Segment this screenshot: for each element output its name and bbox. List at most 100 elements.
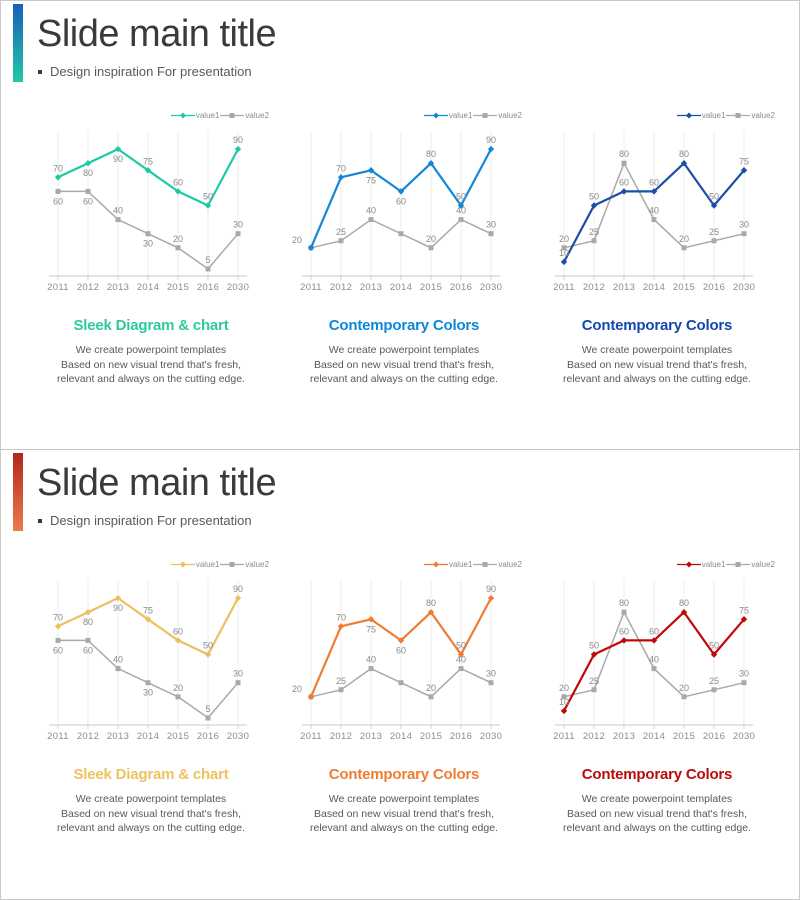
x-axis-tick-label: 2030 bbox=[733, 282, 755, 293]
data-label: 50 bbox=[456, 192, 466, 202]
legend-item-value2: value2 bbox=[472, 111, 522, 120]
data-label: 40 bbox=[649, 655, 659, 665]
data-label: 30 bbox=[143, 239, 153, 249]
slide-title: Slide main title bbox=[37, 462, 277, 504]
diamond-marker-icon bbox=[170, 112, 195, 118]
x-axis-tick-label: 2030 bbox=[480, 731, 502, 742]
data-label: 80 bbox=[619, 149, 629, 159]
data-label: 30 bbox=[739, 669, 749, 679]
legend-item-value2: value2 bbox=[219, 560, 269, 569]
data-label: 50 bbox=[203, 192, 213, 202]
data-label: 40 bbox=[456, 655, 466, 665]
chart-caption: Contemporary Colors We create powerpoint … bbox=[284, 317, 524, 387]
caption-heading: Contemporary Colors bbox=[328, 317, 480, 334]
subtitle-text: Design inspiration For presentation bbox=[50, 513, 252, 528]
data-label: 75 bbox=[739, 605, 749, 615]
data-label: 60 bbox=[619, 626, 629, 636]
data-label: 60 bbox=[173, 177, 183, 187]
chart-legend: value1 value2 bbox=[284, 109, 524, 121]
x-axis-tick-label: 2016 bbox=[703, 282, 725, 293]
legend-label: value2 bbox=[245, 110, 269, 120]
legend-label: value1 bbox=[195, 559, 220, 569]
data-label: 5 bbox=[205, 704, 210, 714]
x-axis-tick-label: 2013 bbox=[107, 282, 129, 293]
line-chart: value1 value2 60 60 40 30 20 5 30 70 80 90 75 60 50 90 2… bbox=[31, 558, 271, 753]
data-label: 75 bbox=[739, 156, 749, 166]
x-axis-tick-label: 2015 bbox=[420, 282, 442, 293]
square-marker-icon bbox=[726, 561, 751, 567]
x-axis-tick-label: 2011 bbox=[47, 731, 69, 742]
x-axis-tick-label: 2011 bbox=[553, 731, 575, 742]
diamond-marker-icon bbox=[676, 112, 701, 118]
data-label: 40 bbox=[113, 206, 123, 216]
data-label: 30 bbox=[739, 220, 749, 230]
data-label: 40 bbox=[366, 206, 376, 216]
bullet-square-icon bbox=[38, 69, 42, 74]
data-label: 40 bbox=[366, 655, 376, 665]
data-label: 20 bbox=[292, 684, 302, 694]
chart-legend: value1 value2 bbox=[537, 558, 777, 570]
slide-2: Slide main title Design inspiration For … bbox=[1, 450, 799, 898]
legend-item-value1: value1 bbox=[170, 559, 220, 569]
x-axis-tick-label: 2012 bbox=[77, 282, 99, 293]
data-label: 60 bbox=[173, 626, 183, 636]
caption-heading: Sleek Diagram & chart bbox=[73, 766, 229, 783]
data-label: 90 bbox=[486, 584, 496, 594]
x-axis-tick-label: 2012 bbox=[583, 731, 605, 742]
bullet-square-icon bbox=[38, 518, 42, 523]
data-label: 50 bbox=[709, 641, 719, 651]
line-chart: value1 value2 60 60 40 30 20 5 30 70 80 90 75 60 50 90 2… bbox=[31, 109, 271, 304]
chart-plot-area: 60 60 40 30 20 5 30 70 80 90 75 60 50 90 2011 2012 2013 2… bbox=[47, 580, 249, 742]
x-axis-tick-label: 2013 bbox=[360, 731, 382, 742]
square-marker-icon bbox=[220, 561, 245, 567]
data-label: 25 bbox=[589, 676, 599, 686]
data-label: 60 bbox=[396, 196, 406, 206]
x-axis-tick-label: 2015 bbox=[673, 282, 695, 293]
x-axis-tick-label: 2015 bbox=[167, 731, 189, 742]
square-marker-icon bbox=[473, 561, 498, 567]
legend-item-value1: value1 bbox=[423, 560, 472, 569]
x-axis-tick-label: 2015 bbox=[167, 282, 189, 293]
data-label: 60 bbox=[83, 645, 93, 655]
data-label: 70 bbox=[336, 612, 346, 622]
square-marker-icon bbox=[726, 112, 751, 118]
captions-row: Sleek Diagram & chart We create powerpoin… bbox=[31, 317, 777, 387]
data-label: 75 bbox=[143, 605, 153, 615]
x-axis-tick-label: 2016 bbox=[703, 731, 725, 742]
slide-1: Slide main title Design inspiration For … bbox=[1, 1, 799, 450]
data-label: 30 bbox=[486, 220, 496, 230]
x-axis-tick-label: 2011 bbox=[300, 731, 322, 742]
chart-legend: value1 value2 bbox=[31, 558, 271, 570]
diamond-marker-icon bbox=[676, 561, 701, 567]
x-axis-tick-label: 2012 bbox=[330, 282, 352, 293]
x-axis-tick-label: 2030 bbox=[227, 282, 249, 293]
line-chart: value1 value2 25 40 20 40 30 20 70 75 60 80 50 90 2011… bbox=[284, 558, 524, 753]
caption-body: We create powerpoint templates Based on … bbox=[310, 344, 498, 385]
chart-caption: Contemporary Colors We create powerpoint … bbox=[284, 766, 524, 836]
data-label: 70 bbox=[53, 163, 63, 173]
caption-heading: Contemporary Colors bbox=[581, 317, 733, 334]
charts-row: value1 value2 60 60 40 30 20 5 30 70 80 90 75 60 50 90 2… bbox=[31, 558, 777, 753]
data-label: 80 bbox=[83, 617, 93, 627]
data-label: 80 bbox=[426, 149, 436, 159]
legend-item-value2: value2 bbox=[725, 560, 775, 569]
legend-item-value1: value1 bbox=[676, 111, 725, 120]
chart-plot-area: 60 60 40 30 20 5 30 70 80 90 75 60 50 90 2011 2012 2013 2… bbox=[47, 131, 249, 293]
data-label: 20 bbox=[292, 235, 302, 245]
data-label: 80 bbox=[679, 598, 689, 608]
data-label: 30 bbox=[143, 688, 153, 698]
data-label: 30 bbox=[486, 669, 496, 679]
chart-caption: Contemporary Colors We create powerpoint … bbox=[537, 766, 777, 836]
x-axis-tick-label: 2030 bbox=[227, 731, 249, 742]
legend-item-value2: value2 bbox=[472, 560, 522, 569]
data-label: 70 bbox=[336, 163, 346, 173]
data-label: 70 bbox=[53, 612, 63, 622]
data-label: 60 bbox=[53, 645, 63, 655]
data-label: 90 bbox=[113, 603, 123, 613]
slide-subtitle: Design inspiration For presentation bbox=[38, 64, 252, 79]
captions-row: Sleek Diagram & chart We create powerpoin… bbox=[31, 766, 777, 836]
x-axis-tick-label: 2014 bbox=[390, 731, 412, 742]
data-label: 10 bbox=[559, 697, 569, 707]
data-label: 10 bbox=[559, 248, 569, 258]
